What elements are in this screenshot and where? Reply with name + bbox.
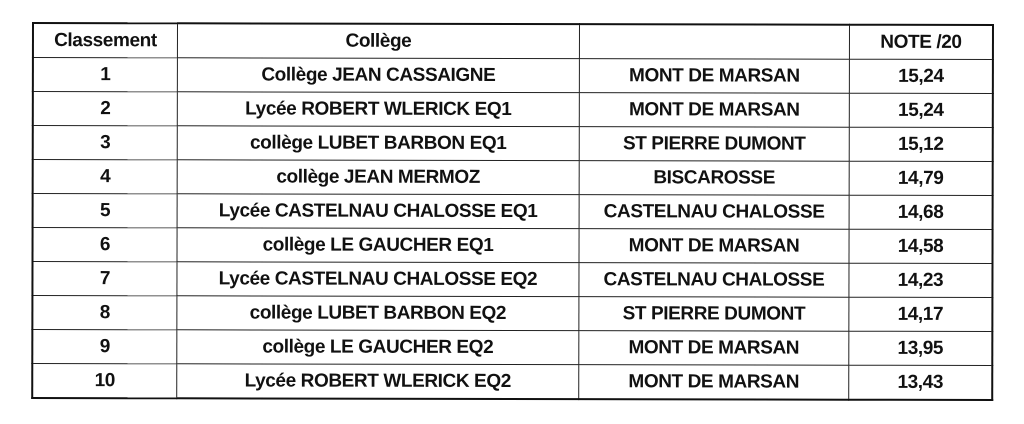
rank-cell: 5: [32, 193, 178, 228]
city-cell: CASTELNAU CHALOSSE: [579, 194, 850, 230]
city-cell: ST PIERRE DUMONT: [579, 126, 850, 162]
rank-cell: 2: [32, 91, 178, 126]
note-cell: 13,43: [848, 365, 993, 401]
city-cell: MONT DE MARSAN: [578, 364, 849, 400]
school-cell: Collège JEAN CASSAIGNE: [177, 57, 580, 93]
city-cell: ST PIERRE DUMONT: [578, 296, 849, 332]
table-row: 2 Lycée ROBERT WLERICK EQ1 MONT DE MARSAN 1…: [32, 91, 993, 128]
rank-cell: 8: [32, 295, 177, 330]
note-cell: 15,24: [849, 93, 993, 128]
city-cell: CASTELNAU CHALOSSE: [578, 262, 849, 298]
ranking-table: Classement Collège NOTE /20 1 Collège JEA…: [31, 22, 994, 402]
school-cell: collège LUBET BARBON EQ2: [176, 295, 579, 331]
table-row: 7 Lycée CASTELNAU CHALOSSE EQ2 CASTELNAU C…: [32, 261, 993, 298]
rank-cell: 9: [32, 329, 177, 364]
city-cell: MONT DE MARSAN: [579, 92, 850, 128]
city-cell: MONT DE MARSAN: [578, 330, 849, 366]
city-cell: BISCAROSSE: [579, 160, 850, 196]
school-cell: Lycée CASTELNAU CHALOSSE EQ2: [176, 261, 579, 297]
rank-cell: 10: [32, 363, 177, 399]
table-row: 5 Lycée CASTELNAU CHALOSSE EQ1 CASTELNAU C…: [32, 193, 993, 230]
school-cell: Lycée ROBERT WLERICK EQ2: [176, 363, 579, 400]
table-row: 6 collège LE GAUCHER EQ1 MONT DE MARSAN 14,…: [32, 227, 993, 264]
table-row: 8 collège LUBET BARBON EQ2 ST PIERRE DUMON…: [32, 295, 993, 332]
rank-cell: 7: [32, 261, 177, 296]
note-cell: 13,95: [848, 331, 993, 366]
header-note: NOTE /20: [849, 24, 993, 60]
school-cell: Lycée CASTELNAU CHALOSSE EQ1: [177, 193, 580, 229]
note-cell: 15,12: [849, 127, 993, 162]
table-row: 1 Collège JEAN CASSAIGNE MONT DE MARSAN 15,…: [32, 57, 993, 94]
city-cell: MONT DE MARSAN: [579, 58, 850, 94]
school-cell: Lycée ROBERT WLERICK EQ1: [177, 91, 580, 127]
table-row: 3 collège LUBET BARBON EQ1 ST PIERRE DUMON…: [32, 125, 993, 162]
note-cell: 14,68: [849, 195, 993, 230]
note-cell: 14,79: [849, 161, 993, 196]
table-row: 4 collège JEAN MERMOZ BISCAROSSE 14,79: [32, 159, 993, 196]
table-row: 10 Lycée ROBERT WLERICK EQ2 MONT DE MARSAN…: [32, 363, 993, 401]
school-cell: collège LE GAUCHER EQ1: [176, 227, 580, 263]
header-city: [579, 24, 850, 60]
note-cell: 15,24: [849, 59, 993, 94]
school-cell: collège LUBET BARBON EQ1: [177, 125, 580, 161]
rank-cell: 6: [32, 227, 178, 262]
rank-cell: 4: [32, 159, 178, 194]
rank-cell: 3: [32, 125, 178, 160]
school-cell: collège LE GAUCHER EQ2: [176, 329, 579, 365]
table-row: 9 collège LE GAUCHER EQ2 MONT DE MARSAN 13,…: [32, 329, 993, 366]
rank-cell: 1: [32, 57, 178, 92]
note-cell: 14,23: [848, 263, 993, 298]
table-body: 1 Collège JEAN CASSAIGNE MONT DE MARSAN 15,…: [32, 57, 993, 401]
school-cell: collège JEAN MERMOZ: [177, 159, 580, 195]
note-cell: 14,17: [848, 297, 993, 332]
header-row: Classement Collège NOTE /20: [32, 23, 993, 60]
note-cell: 14,58: [848, 229, 993, 264]
header-college: Collège: [177, 23, 580, 59]
header-classement: Classement: [32, 23, 178, 58]
city-cell: MONT DE MARSAN: [578, 228, 850, 264]
